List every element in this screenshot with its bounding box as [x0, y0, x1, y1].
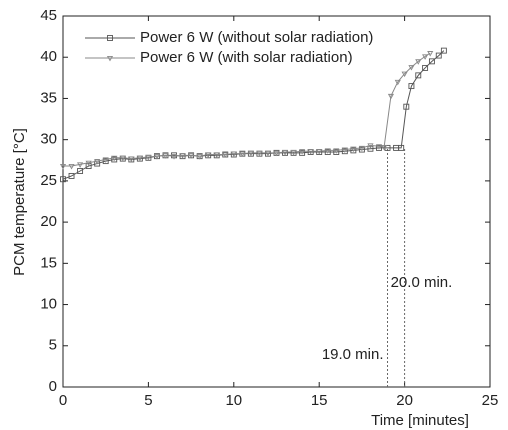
point: [376, 144, 382, 151]
y-tick-label: 0: [49, 378, 57, 395]
y-tick-label: 5: [49, 337, 57, 354]
point: [381, 145, 388, 151]
point: [408, 83, 415, 90]
point: [239, 151, 246, 158]
point: [299, 149, 306, 156]
point: [333, 148, 340, 154]
x-tick-label: 5: [144, 392, 152, 409]
y-tick-label: 20: [40, 213, 57, 230]
x-axis-label: Time [minutes]: [371, 412, 469, 429]
legend-label: Power 6 W (with solar radiation): [140, 49, 353, 66]
point: [415, 72, 422, 79]
point: [422, 54, 429, 60]
point: [341, 147, 348, 153]
point: [170, 154, 178, 160]
series-line: [63, 52, 431, 167]
point: [358, 145, 365, 152]
y-tick-label: 10: [40, 296, 57, 313]
y-tick-label: 35: [40, 89, 57, 106]
point: [324, 148, 331, 154]
point: [188, 153, 195, 159]
series: [59, 51, 434, 170]
x-tick-label: 15: [311, 392, 328, 409]
point: [60, 176, 66, 183]
point: [247, 150, 254, 157]
point: [264, 150, 272, 157]
point: [196, 154, 203, 160]
point: [85, 163, 92, 169]
point: [222, 152, 229, 158]
point: [162, 153, 169, 159]
point: [119, 155, 126, 162]
y-tick-label: 25: [40, 172, 57, 189]
point: [213, 152, 220, 158]
point: [77, 168, 84, 174]
x-tick-label: 10: [225, 392, 242, 409]
x-tick-label: 20: [396, 392, 413, 409]
point: [415, 59, 422, 65]
y-tick-label: 30: [40, 131, 57, 148]
point: [59, 163, 67, 170]
point: [205, 152, 212, 158]
point: [341, 148, 348, 155]
y-axis-label: PCM temperature [°C]: [11, 128, 28, 276]
y-tick-label: 15: [40, 254, 57, 271]
point: [290, 149, 297, 156]
point: [367, 143, 374, 149]
point: [77, 162, 84, 168]
x-tick-label: 0: [59, 392, 67, 409]
marker-label: 20.0 min.: [391, 274, 453, 291]
point: [68, 172, 75, 179]
point: [350, 146, 357, 153]
point: [145, 154, 152, 161]
legend-marker: [106, 55, 114, 62]
point: [428, 58, 435, 65]
point: [427, 51, 434, 57]
point: [401, 71, 408, 78]
point: [350, 147, 357, 154]
point: [179, 153, 186, 159]
point: [435, 52, 442, 59]
point: [256, 150, 263, 157]
point: [440, 47, 447, 54]
point: [68, 163, 75, 170]
point: [408, 65, 415, 71]
point: [136, 155, 143, 162]
point: [316, 149, 323, 155]
point: [422, 64, 429, 71]
point: [333, 149, 340, 155]
point: [375, 144, 383, 150]
y-tick-label: 40: [40, 48, 57, 65]
point: [102, 158, 109, 165]
point: [102, 157, 109, 163]
point: [398, 144, 405, 151]
point: [230, 151, 237, 158]
point: [367, 145, 374, 152]
point: [281, 149, 289, 156]
point: [111, 156, 118, 163]
point: [94, 159, 101, 165]
point: [299, 149, 306, 155]
point: [358, 146, 365, 153]
point: [85, 160, 92, 167]
point: [128, 156, 135, 163]
point: [273, 150, 280, 157]
point: [394, 79, 401, 86]
point: [153, 154, 161, 160]
x-tick-label: 25: [482, 392, 499, 409]
point: [387, 93, 395, 100]
legend-label: Power 6 W (without solar radiation): [140, 29, 373, 46]
point: [324, 149, 331, 155]
point: [111, 155, 118, 162]
y-tick-label: 45: [40, 7, 57, 24]
point: [403, 103, 410, 110]
plot-frame: [62, 15, 491, 388]
legend-marker: [107, 35, 113, 41]
marker-label: 19.0 min.: [322, 346, 384, 363]
point: [307, 149, 314, 155]
